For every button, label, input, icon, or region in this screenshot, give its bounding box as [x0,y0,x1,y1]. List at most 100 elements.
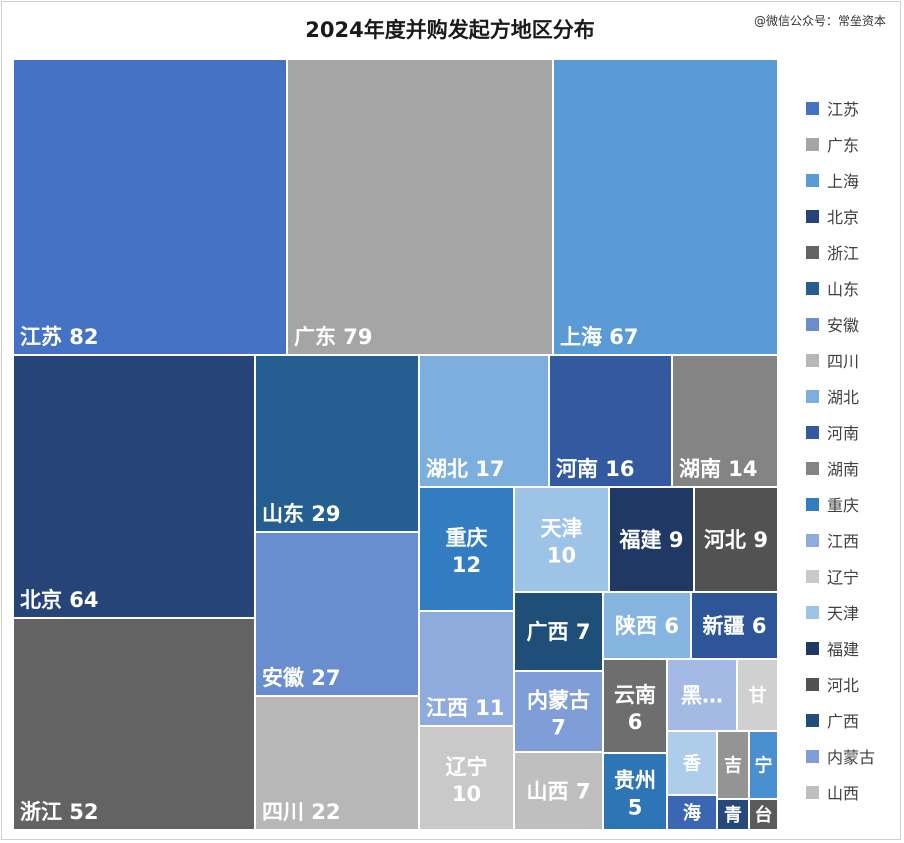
legend-swatch [806,245,819,259]
treemap-tile: 广东 79 [288,60,552,354]
legend-item: 辽宁 [806,558,875,594]
treemap-tile: 江苏 82 [14,60,286,354]
treemap-rect [750,800,777,829]
treemap-rect [738,660,777,730]
treemap-rect [14,619,254,829]
treemap-rect [695,488,777,591]
treemap-rect [256,533,418,695]
treemap-rect [420,727,513,829]
treemap-rect [420,356,548,486]
legend-item: 湖南 [806,450,875,486]
legend-label: 广东 [827,136,860,155]
legend-item: 浙江 [806,234,875,270]
legend-item: 北京 [806,198,875,234]
legend-swatch [806,461,819,475]
tile-label: 山东 29 [262,502,341,526]
legend-item: 广西 [806,702,875,738]
treemap-tile: 宁 [750,732,777,798]
treemap-tile: 浙江 52 [14,619,254,829]
legend-item: 河北 [806,666,875,702]
treemap-rect [515,753,602,829]
legend-label: 四川 [827,352,860,371]
treemap-rect [515,672,602,751]
legend-swatch [806,425,819,439]
treemap-tile: 云南 6 [604,660,666,752]
tile-label: 香 [682,753,702,774]
treemap-rect [750,732,777,798]
tile-label: 浙江 52 [20,800,99,824]
tile-label: 甘 [749,685,767,706]
treemap-tile: 湖南 14 [673,356,777,486]
legend-label: 安徽 [827,316,860,335]
tile-label: 江西 11 [426,696,505,720]
treemap-tile: 河南 16 [550,356,671,486]
legend-swatch [806,785,819,799]
legend-label: 天津 [827,604,860,623]
treemap-tile: 黑… [668,660,736,730]
tile-label: 天津 10 [541,517,583,568]
treemap-rect [673,356,777,486]
treemap-tile: 新疆 6 [692,593,777,658]
legend-label: 河南 [827,424,860,443]
legend-label: 山东 [827,280,860,299]
treemap-tile: 广西 7 [515,593,602,670]
legend-label: 重庆 [827,496,860,515]
treemap-tile: 辽宁 10 [420,727,513,829]
legend-item: 上海 [806,162,875,198]
treemap-tile: 河北 9 [695,488,777,591]
treemap-tile: 吉 [718,732,748,798]
treemap-tile: 山东 29 [256,356,418,531]
legend-item: 安徽 [806,306,875,342]
treemap-rect [604,660,666,752]
treemap-rect [288,60,552,354]
chart-title: 2024年度并购发起方地区分布 [305,18,595,42]
tile-label: 陕西 6 [615,614,679,638]
tile-label: 湖南 14 [679,457,758,481]
legend-label: 福建 [827,640,860,659]
watermark: @微信公众号：常垒资本 [753,14,886,28]
treemap-tile: 内蒙古 7 [515,672,602,751]
legend-swatch [806,209,819,223]
treemap-tile: 四川 22 [256,697,418,829]
legend-item: 江苏 [806,90,875,126]
treemap-tile: 台 [750,800,777,829]
legend-swatch [806,353,819,367]
treemap-rect [14,356,254,617]
tile-label: 上海 67 [560,325,639,349]
treemap-rect [515,488,608,591]
tile-label: 湖北 17 [426,457,505,481]
treemap-rect [668,732,716,794]
treemap-rect [14,60,286,354]
treemap-rect [420,488,513,610]
legend-label: 上海 [827,172,860,191]
treemap-tile: 安徽 27 [256,533,418,695]
legend-swatch [806,569,819,583]
legend-item: 广东 [806,126,875,162]
treemap-rect [604,754,666,829]
treemap-tile: 北京 64 [14,356,254,617]
legend-item: 四川 [806,342,875,378]
tile-label: 青 [724,805,742,826]
legend-swatch [806,137,819,151]
chart-legend: 江苏 广东 上海 北京 浙江 山东 安徽 四川 湖北 河南 湖南 重庆 江西 辽宁 天津 福建 河北 广西 内蒙古山… [806,90,875,810]
legend-swatch [806,317,819,331]
legend-swatch [806,497,819,511]
legend-label: 湖南 [827,460,860,479]
treemap-tile: 天津 10 [515,488,608,591]
treemap-tile: 香 [668,732,716,794]
treemap-tile: 陕西 6 [604,593,690,658]
legend-swatch [806,281,819,295]
legend-label: 江西 [827,532,860,551]
tile-label: 福建 9 [619,528,684,552]
tile-label: 广西 7 [527,620,591,644]
tile-label: 河北 9 [704,528,768,552]
legend-item: 福建 [806,630,875,666]
tile-label: 宁 [755,754,773,776]
legend-label: 内蒙古 [827,748,876,767]
treemap-rect [515,593,602,670]
tile-label: 台 [755,804,773,826]
legend-item: 江西 [806,522,875,558]
tile-label: 四川 22 [262,800,341,824]
